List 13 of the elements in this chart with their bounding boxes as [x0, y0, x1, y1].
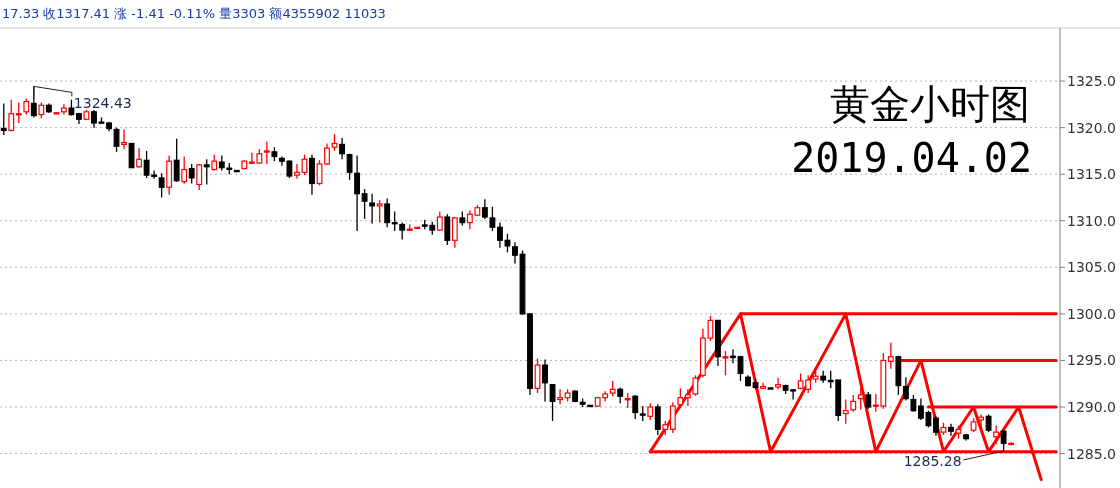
- annotation: 1285.28: [903, 452, 962, 469]
- y-tick-label: 1285.0: [1067, 445, 1116, 462]
- title: 黄金小时图: [830, 81, 1030, 127]
- y-tick-label: 1310.0: [1067, 212, 1116, 229]
- y-tick-label: 1300.0: [1067, 305, 1116, 322]
- y-tick-label: 1315.0: [1067, 166, 1116, 183]
- annotation: 1324.43: [73, 95, 132, 112]
- subtitle: 2019.04.02: [791, 135, 1032, 181]
- y-tick-label: 1295.0: [1067, 352, 1116, 369]
- y-tick-label: 1320.0: [1067, 119, 1116, 136]
- y-tick-label: 1325.0: [1067, 73, 1116, 90]
- y-tick-label: 1290.0: [1067, 398, 1116, 415]
- y-tick-label: 1305.0: [1067, 259, 1116, 276]
